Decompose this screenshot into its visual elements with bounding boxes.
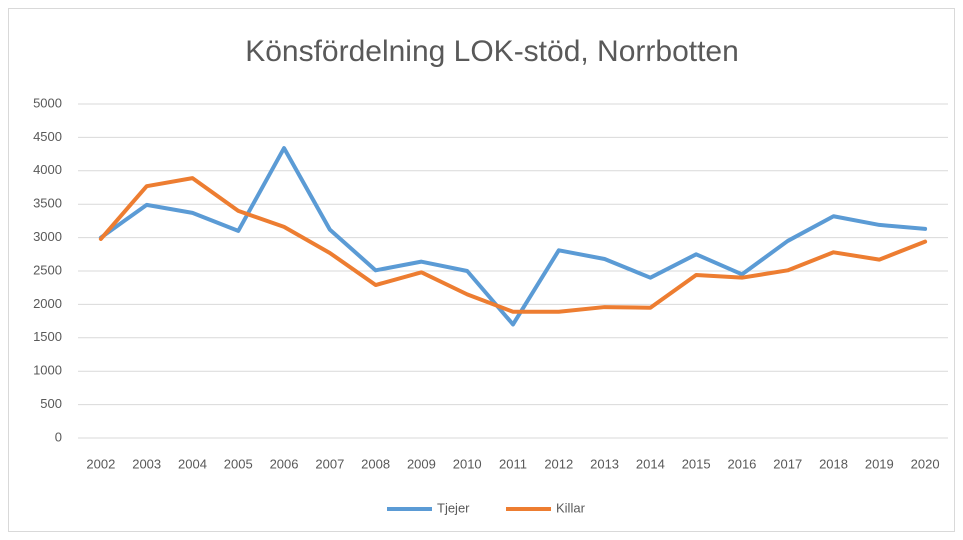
x-tick-label: 2019 [865,456,894,471]
x-tick-label: 2012 [544,456,573,471]
y-tick-label: 1500 [33,329,62,344]
y-tick-label: 2000 [33,296,62,311]
chart-border [8,8,955,532]
x-tick-label: 2018 [819,456,848,471]
x-tick-label: 2004 [178,456,207,471]
x-tick-label: 2015 [682,456,711,471]
legend-label: Tjejer [437,500,470,515]
y-tick-label: 500 [40,396,62,411]
y-tick-label: 3500 [33,196,62,211]
x-tick-label: 2003 [132,456,161,471]
y-tick-label: 1000 [33,363,62,378]
x-tick-label: 2016 [727,456,756,471]
chart-title: Könsfördelning LOK-stöd, Norrbotten [245,35,739,68]
y-tick-label: 2500 [33,262,62,277]
x-tick-label: 2006 [270,456,299,471]
x-tick-label: 2017 [773,456,802,471]
y-tick-label: 4000 [33,162,62,177]
x-tick-label: 2013 [590,456,619,471]
x-tick-label: 2014 [636,456,665,471]
x-tick-label: 2002 [86,456,115,471]
x-tick-label: 2011 [499,456,527,471]
x-tick-label: 2005 [224,456,253,471]
y-tick-label: 3000 [33,229,62,244]
y-tick-label: 5000 [33,95,62,110]
y-tick-label: 4500 [33,129,62,144]
x-tick-label: 2009 [407,456,436,471]
legend-label: Killar [556,500,586,515]
x-tick-label: 2010 [453,456,482,471]
series-line [98,146,928,327]
x-tick-label: 2007 [315,456,344,471]
series-line [98,176,928,314]
y-tick-label: 0 [55,429,62,444]
x-tick-label: 2008 [361,456,390,471]
x-tick-label: 2020 [911,456,940,471]
